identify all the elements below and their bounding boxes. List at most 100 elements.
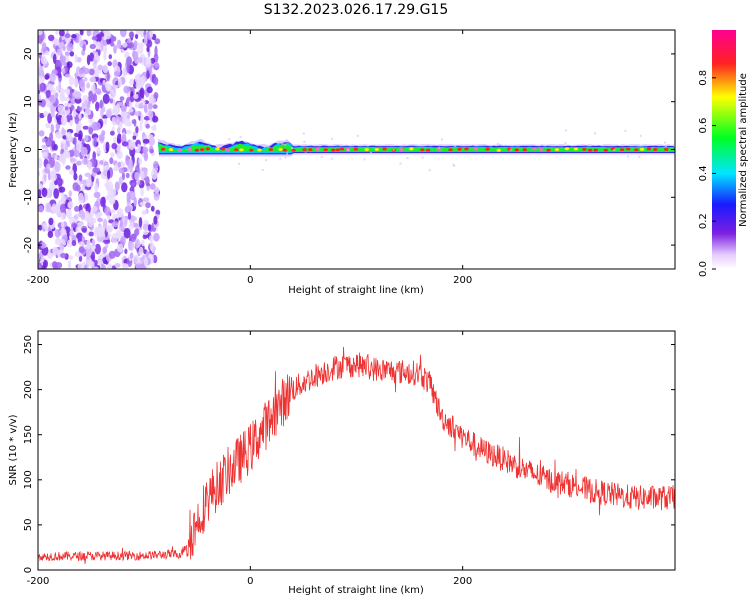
heatmap-cell: [106, 71, 110, 82]
heatmap-cell: [74, 78, 79, 88]
heatmap-cell: [46, 99, 51, 108]
heatmap-cell: [68, 255, 74, 260]
heatmap-cell: [49, 181, 56, 191]
heatmap-cell: [40, 55, 46, 65]
heatmap-cell: [92, 83, 96, 94]
heatmap-cell: [115, 103, 121, 114]
heatmap-cell: [62, 97, 70, 102]
heatmap-cell: [141, 239, 145, 247]
heatmap-cell: [68, 75, 74, 86]
heatmap-cell: [145, 176, 150, 187]
heatmap-cell: [95, 88, 102, 95]
heatmap-cell: [85, 247, 93, 255]
heatmap-peak: [409, 147, 414, 151]
heatmap-cell: [74, 205, 80, 212]
heatmap-cell: [41, 144, 48, 149]
heatmap-cell: [111, 116, 116, 124]
heatmap-peak: [587, 148, 593, 152]
heatmap-speckle: [421, 156, 424, 159]
heatmap-cell: [78, 113, 82, 119]
heatmap-cell: [89, 244, 96, 250]
heatmap-cell: [108, 250, 116, 259]
heatmap-cell: [92, 206, 98, 212]
heatmap-cell: [99, 99, 103, 109]
heatmap-cell: [76, 184, 81, 192]
snr-ytick-label: 50: [23, 519, 34, 532]
heatmap-speckle: [303, 140, 306, 143]
snr-ytick-label: 250: [23, 335, 34, 354]
heatmap-cell: [38, 262, 43, 269]
heatmap-cell: [60, 221, 65, 228]
heatmap-cell: [109, 157, 114, 165]
heatmap-speckle: [496, 143, 499, 145]
heatmap-cell: [124, 205, 132, 214]
heatmap-cell: [46, 163, 51, 169]
heatmap-cell: [105, 141, 110, 152]
heatmap-cell: [138, 246, 144, 256]
heatmap-cell: [60, 143, 64, 150]
heatmap-cell: [78, 174, 83, 182]
heatmap-peak: [425, 148, 431, 152]
heatmap-cell: [44, 74, 50, 80]
heatmap-cell: [66, 141, 71, 148]
heatmap-cell: [140, 75, 146, 85]
heatmap-cell: [135, 33, 139, 40]
heatmap-cell: [146, 46, 150, 53]
heatmap-cell: [153, 191, 160, 201]
heatmap-cell: [49, 73, 56, 78]
heatmap-cell: [144, 57, 152, 68]
heatmap-cell: [154, 62, 160, 68]
heatmap-cell: [46, 202, 52, 213]
heatmap-cell: [149, 235, 154, 242]
heatmap-speckle: [291, 147, 293, 150]
heatmap-speckle: [392, 148, 395, 151]
heatmap-cell: [104, 206, 111, 216]
heatmap-cell: [153, 92, 159, 99]
heatmap-cell: [132, 135, 137, 140]
heatmap-cell: [107, 61, 112, 67]
heatmap-cell: [123, 218, 128, 227]
heatmap-cell: [60, 212, 67, 220]
heatmap-cell: [61, 238, 65, 245]
heatmap-peak: [554, 148, 560, 152]
heatmap-cell: [55, 30, 59, 35]
heatmap-cell: [126, 191, 131, 203]
colorbar-label: Normalized spectral amplitude: [738, 73, 749, 227]
heatmap-cell: [103, 118, 108, 125]
heatmap-cell: [78, 78, 85, 88]
heatmap-cell: [45, 90, 51, 98]
heatmap-cell: [118, 167, 125, 174]
heatmap-cell: [75, 226, 80, 234]
heatmap-cell: [136, 178, 140, 186]
heatmap-cell: [61, 67, 66, 75]
heatmap-cell: [71, 223, 78, 228]
heatmap-cell: [109, 97, 114, 104]
heatmap-speckle: [587, 144, 590, 147]
heatmap-cell: [118, 176, 123, 185]
heatmap-peak: [200, 148, 205, 152]
heatmap-speckle: [565, 129, 568, 132]
snr-ylabel: SNR (10 * v/v): [8, 414, 19, 485]
heatmap-cell: [132, 50, 139, 61]
heatmap-cell: [62, 45, 66, 52]
heatmap-cell: [97, 217, 103, 223]
heatmap-cell: [132, 254, 140, 264]
heatmap-cell: [47, 113, 52, 124]
heatmap-cell: [57, 104, 65, 113]
heatmap-cell: [72, 109, 77, 118]
heatmap-speckle: [428, 169, 431, 172]
heatmap-cell: [38, 130, 45, 137]
heatmap-cell: [130, 182, 136, 187]
spectrogram-ytick-label: 0: [23, 146, 34, 152]
heatmap-cell: [38, 30, 43, 36]
heatmap-cell: [74, 91, 82, 100]
heatmap-cell: [153, 76, 159, 86]
heatmap-cell: [88, 127, 94, 135]
heatmap-cell: [68, 190, 73, 197]
heatmap-cell: [55, 206, 62, 216]
heatmap-cell: [129, 252, 134, 259]
heatmap-cell: [134, 103, 140, 108]
heatmap-peak: [639, 147, 645, 151]
heatmap-peak: [448, 148, 453, 152]
spectrogram-xtick-label: 0: [247, 275, 253, 286]
